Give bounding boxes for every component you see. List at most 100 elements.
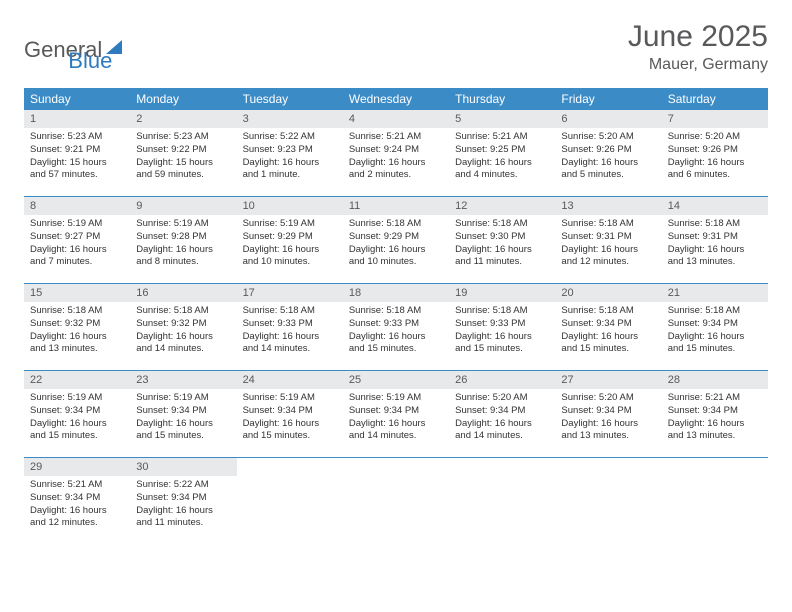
- day-number: 13: [555, 197, 661, 215]
- daylight-text: Daylight: 16 hours and 14 minutes.: [136, 331, 230, 357]
- day-cell: 1Sunrise: 5:23 AMSunset: 9:21 PMDaylight…: [24, 110, 130, 196]
- day-cell: 2Sunrise: 5:23 AMSunset: 9:22 PMDaylight…: [130, 110, 236, 196]
- sunrise-text: Sunrise: 5:18 AM: [561, 218, 655, 231]
- daylight-text: Daylight: 16 hours and 6 minutes.: [668, 157, 762, 183]
- daylight-text: Daylight: 16 hours and 15 minutes.: [30, 418, 124, 444]
- day-cell: 9Sunrise: 5:19 AMSunset: 9:28 PMDaylight…: [130, 197, 236, 283]
- sunset-text: Sunset: 9:34 PM: [561, 318, 655, 331]
- day-content: Sunrise: 5:20 AMSunset: 9:34 PMDaylight:…: [555, 389, 661, 449]
- day-number: 10: [237, 197, 343, 215]
- day-cell: 8Sunrise: 5:19 AMSunset: 9:27 PMDaylight…: [24, 197, 130, 283]
- day-content: Sunrise: 5:20 AMSunset: 9:26 PMDaylight:…: [555, 128, 661, 188]
- day-cell: 22Sunrise: 5:19 AMSunset: 9:34 PMDayligh…: [24, 371, 130, 457]
- day-cell: 4Sunrise: 5:21 AMSunset: 9:24 PMDaylight…: [343, 110, 449, 196]
- sunset-text: Sunset: 9:26 PM: [561, 144, 655, 157]
- daylight-text: Daylight: 16 hours and 12 minutes.: [561, 244, 655, 270]
- day-cell: 27Sunrise: 5:20 AMSunset: 9:34 PMDayligh…: [555, 371, 661, 457]
- sunset-text: Sunset: 9:34 PM: [561, 405, 655, 418]
- header: General Blue June 2025 Mauer, Germany: [24, 20, 768, 74]
- day-number: 4: [343, 110, 449, 128]
- day-number: 14: [662, 197, 768, 215]
- daylight-text: Daylight: 16 hours and 15 minutes.: [136, 418, 230, 444]
- day-number: 27: [555, 371, 661, 389]
- day-cell: 17Sunrise: 5:18 AMSunset: 9:33 PMDayligh…: [237, 284, 343, 370]
- week-row: 22Sunrise: 5:19 AMSunset: 9:34 PMDayligh…: [24, 371, 768, 458]
- daylight-text: Daylight: 16 hours and 15 minutes.: [243, 418, 337, 444]
- day-content: Sunrise: 5:19 AMSunset: 9:34 PMDaylight:…: [24, 389, 130, 449]
- day-cell: 18Sunrise: 5:18 AMSunset: 9:33 PMDayligh…: [343, 284, 449, 370]
- sunrise-text: Sunrise: 5:20 AM: [561, 131, 655, 144]
- sunrise-text: Sunrise: 5:23 AM: [136, 131, 230, 144]
- sunset-text: Sunset: 9:24 PM: [349, 144, 443, 157]
- day-number: 20: [555, 284, 661, 302]
- daylight-text: Daylight: 16 hours and 11 minutes.: [455, 244, 549, 270]
- weekday-header: Thursday: [449, 88, 555, 110]
- day-cell: 16Sunrise: 5:18 AMSunset: 9:32 PMDayligh…: [130, 284, 236, 370]
- sunset-text: Sunset: 9:34 PM: [30, 492, 124, 505]
- daylight-text: Daylight: 16 hours and 11 minutes.: [136, 505, 230, 531]
- sunrise-text: Sunrise: 5:18 AM: [561, 305, 655, 318]
- sunrise-text: Sunrise: 5:19 AM: [136, 218, 230, 231]
- weekday-header: Friday: [555, 88, 661, 110]
- day-content: Sunrise: 5:18 AMSunset: 9:31 PMDaylight:…: [662, 215, 768, 275]
- sunrise-text: Sunrise: 5:22 AM: [243, 131, 337, 144]
- daylight-text: Daylight: 16 hours and 15 minutes.: [561, 331, 655, 357]
- day-content: Sunrise: 5:22 AMSunset: 9:34 PMDaylight:…: [130, 476, 236, 536]
- day-cell: 14Sunrise: 5:18 AMSunset: 9:31 PMDayligh…: [662, 197, 768, 283]
- day-number: 25: [343, 371, 449, 389]
- daylight-text: Daylight: 15 hours and 59 minutes.: [136, 157, 230, 183]
- title-block: June 2025 Mauer, Germany: [628, 20, 768, 74]
- sunset-text: Sunset: 9:34 PM: [455, 405, 549, 418]
- weekday-header: Sunday: [24, 88, 130, 110]
- day-number: 6: [555, 110, 661, 128]
- daylight-text: Daylight: 16 hours and 10 minutes.: [349, 244, 443, 270]
- sunrise-text: Sunrise: 5:18 AM: [455, 218, 549, 231]
- weekday-header: Wednesday: [343, 88, 449, 110]
- day-number: 8: [24, 197, 130, 215]
- location: Mauer, Germany: [628, 56, 768, 74]
- sunrise-text: Sunrise: 5:20 AM: [561, 392, 655, 405]
- sunset-text: Sunset: 9:34 PM: [136, 405, 230, 418]
- daylight-text: Daylight: 16 hours and 15 minutes.: [349, 331, 443, 357]
- day-cell: [237, 458, 343, 544]
- sunrise-text: Sunrise: 5:19 AM: [136, 392, 230, 405]
- calendar-page: General Blue June 2025 Mauer, Germany Su…: [0, 0, 792, 564]
- day-cell: 13Sunrise: 5:18 AMSunset: 9:31 PMDayligh…: [555, 197, 661, 283]
- day-content: Sunrise: 5:21 AMSunset: 9:34 PMDaylight:…: [662, 389, 768, 449]
- sunrise-text: Sunrise: 5:18 AM: [349, 305, 443, 318]
- day-content: Sunrise: 5:18 AMSunset: 9:33 PMDaylight:…: [343, 302, 449, 362]
- daylight-text: Daylight: 16 hours and 14 minutes.: [349, 418, 443, 444]
- day-number: 28: [662, 371, 768, 389]
- day-content: Sunrise: 5:18 AMSunset: 9:34 PMDaylight:…: [662, 302, 768, 362]
- day-cell: 15Sunrise: 5:18 AMSunset: 9:32 PMDayligh…: [24, 284, 130, 370]
- day-cell: 21Sunrise: 5:18 AMSunset: 9:34 PMDayligh…: [662, 284, 768, 370]
- sunrise-text: Sunrise: 5:20 AM: [455, 392, 549, 405]
- weekday-header: Monday: [130, 88, 236, 110]
- day-content: Sunrise: 5:21 AMSunset: 9:24 PMDaylight:…: [343, 128, 449, 188]
- day-cell: 3Sunrise: 5:22 AMSunset: 9:23 PMDaylight…: [237, 110, 343, 196]
- day-cell: 7Sunrise: 5:20 AMSunset: 9:26 PMDaylight…: [662, 110, 768, 196]
- sunrise-text: Sunrise: 5:18 AM: [349, 218, 443, 231]
- sunrise-text: Sunrise: 5:18 AM: [455, 305, 549, 318]
- day-content: Sunrise: 5:18 AMSunset: 9:29 PMDaylight:…: [343, 215, 449, 275]
- sunset-text: Sunset: 9:31 PM: [668, 231, 762, 244]
- day-content: Sunrise: 5:19 AMSunset: 9:34 PMDaylight:…: [343, 389, 449, 449]
- day-number: 12: [449, 197, 555, 215]
- day-content: Sunrise: 5:22 AMSunset: 9:23 PMDaylight:…: [237, 128, 343, 188]
- sunset-text: Sunset: 9:34 PM: [136, 492, 230, 505]
- weeks-container: 1Sunrise: 5:23 AMSunset: 9:21 PMDaylight…: [24, 110, 768, 544]
- sunrise-text: Sunrise: 5:19 AM: [30, 392, 124, 405]
- day-content: Sunrise: 5:21 AMSunset: 9:25 PMDaylight:…: [449, 128, 555, 188]
- day-cell: [343, 458, 449, 544]
- day-content: Sunrise: 5:19 AMSunset: 9:34 PMDaylight:…: [130, 389, 236, 449]
- sunset-text: Sunset: 9:27 PM: [30, 231, 124, 244]
- sunset-text: Sunset: 9:32 PM: [30, 318, 124, 331]
- daylight-text: Daylight: 16 hours and 13 minutes.: [30, 331, 124, 357]
- day-cell: [662, 458, 768, 544]
- sunset-text: Sunset: 9:21 PM: [30, 144, 124, 157]
- day-number: 11: [343, 197, 449, 215]
- day-number: 29: [24, 458, 130, 476]
- day-number: 30: [130, 458, 236, 476]
- daylight-text: Daylight: 16 hours and 5 minutes.: [561, 157, 655, 183]
- sunset-text: Sunset: 9:29 PM: [243, 231, 337, 244]
